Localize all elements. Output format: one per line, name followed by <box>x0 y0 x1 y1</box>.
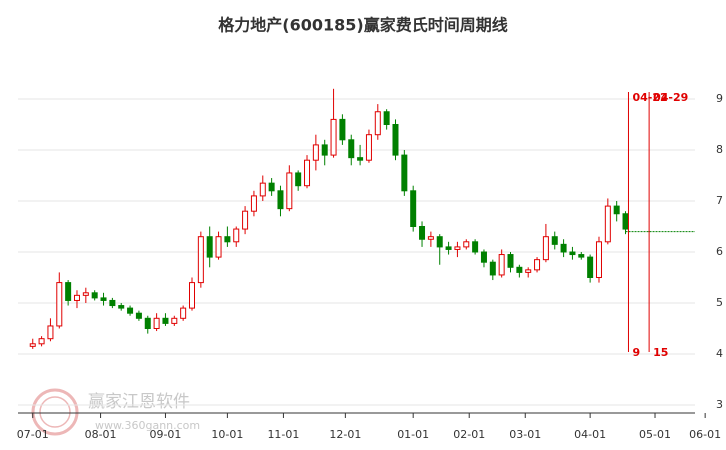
candle-body <box>38 338 45 345</box>
candle-body <box>82 292 89 296</box>
y-tick-label: 5 <box>716 296 723 309</box>
candle-body <box>171 317 178 324</box>
candle-body <box>463 241 470 248</box>
candle-body <box>595 241 602 279</box>
candle-body <box>489 261 496 276</box>
candle-body <box>427 236 434 240</box>
candle-body <box>47 325 54 340</box>
candle-body <box>357 157 364 161</box>
candle-body <box>569 251 576 256</box>
candle-body <box>206 236 213 258</box>
candle-body <box>233 228 240 243</box>
y-tick-label: 3 <box>716 398 723 411</box>
y-tick-label: 4 <box>716 347 723 360</box>
candle-body <box>189 282 195 309</box>
candle-body <box>286 172 293 210</box>
candle-body <box>454 246 461 250</box>
candle-body <box>295 172 302 187</box>
candle-body <box>304 159 311 187</box>
candle-body <box>339 118 346 141</box>
candle-body <box>419 226 426 240</box>
candle-body <box>498 254 505 276</box>
candle-body <box>401 154 408 192</box>
x-tick-label: 03-01 <box>509 428 541 441</box>
candle-body <box>56 282 63 327</box>
watermark: 赢家江恩软件 <box>88 392 190 412</box>
candle-body <box>127 307 134 314</box>
x-tick-label: 01-01 <box>397 428 429 441</box>
candle-body <box>135 312 142 319</box>
cycle-bottom-label: 15 <box>653 346 668 359</box>
cycle-top-label: 04-22 <box>632 91 667 104</box>
candle-body <box>365 134 372 161</box>
chart-title: 格力地产(600185)赢家费氏时间周期线 <box>218 16 507 35</box>
watermark-url: www.360gann.com <box>95 419 200 432</box>
candle-body <box>560 243 567 253</box>
x-tick-label: 07-01 <box>17 428 49 441</box>
candle-body <box>65 282 72 301</box>
candle-body <box>613 205 620 215</box>
candle-body <box>604 205 611 243</box>
candle-body <box>374 111 381 136</box>
candle-body <box>180 307 187 319</box>
candle-body <box>525 269 532 273</box>
candle-body <box>445 246 452 250</box>
candle-body <box>622 213 629 230</box>
candle-body <box>542 236 549 261</box>
y-tick-label: 8 <box>716 143 723 156</box>
candle-body <box>144 317 151 329</box>
candle-body <box>392 124 399 156</box>
candle-body <box>383 111 390 125</box>
candle-body <box>516 266 523 273</box>
x-tick-label: 12-01 <box>329 428 361 441</box>
candle-body <box>410 190 417 228</box>
candle-body <box>197 236 204 284</box>
x-tick-label: 11-01 <box>267 428 299 441</box>
candle-body <box>91 292 98 299</box>
y-tick-label: 7 <box>716 194 723 207</box>
x-tick-label: 10-01 <box>211 428 243 441</box>
candle-body <box>436 236 443 248</box>
candle-body <box>162 317 169 324</box>
candle-body <box>215 236 222 258</box>
x-tick-label: 08-01 <box>85 428 117 441</box>
y-tick-label: 6 <box>716 245 723 258</box>
candle-body <box>268 182 275 192</box>
candle-body <box>29 343 36 347</box>
candle-body <box>330 118 337 156</box>
candle-body <box>109 299 116 307</box>
candle-body <box>153 317 160 329</box>
candle-body <box>321 144 328 156</box>
candle-body <box>73 294 80 301</box>
candle-body <box>578 254 585 258</box>
x-tick-label: 06-01 <box>689 428 721 441</box>
candle-body <box>100 297 107 301</box>
x-tick-label: 09-01 <box>149 428 181 441</box>
cycle-bottom-label: 9 <box>632 346 640 359</box>
x-tick-label: 02-01 <box>453 428 485 441</box>
x-tick-label: 04-01 <box>574 428 606 441</box>
candle-body <box>507 254 514 268</box>
x-tick-label: 05-01 <box>639 428 671 441</box>
candle-body <box>534 259 541 271</box>
cycle-top-label: 04-29 <box>653 91 688 104</box>
candle-body <box>348 139 355 159</box>
candle-body <box>480 251 487 263</box>
candle-body <box>118 305 125 309</box>
candle-body <box>312 144 319 161</box>
candle-body <box>277 190 284 210</box>
y-tick-label: 9 <box>716 92 723 105</box>
candle-body <box>551 236 558 245</box>
candle-body <box>587 256 594 279</box>
candle-body <box>472 241 479 253</box>
candle-body <box>250 195 257 212</box>
watermark-logo <box>31 388 79 436</box>
candle-body <box>259 182 266 197</box>
candle-body <box>224 236 231 243</box>
candle-body <box>242 210 249 230</box>
